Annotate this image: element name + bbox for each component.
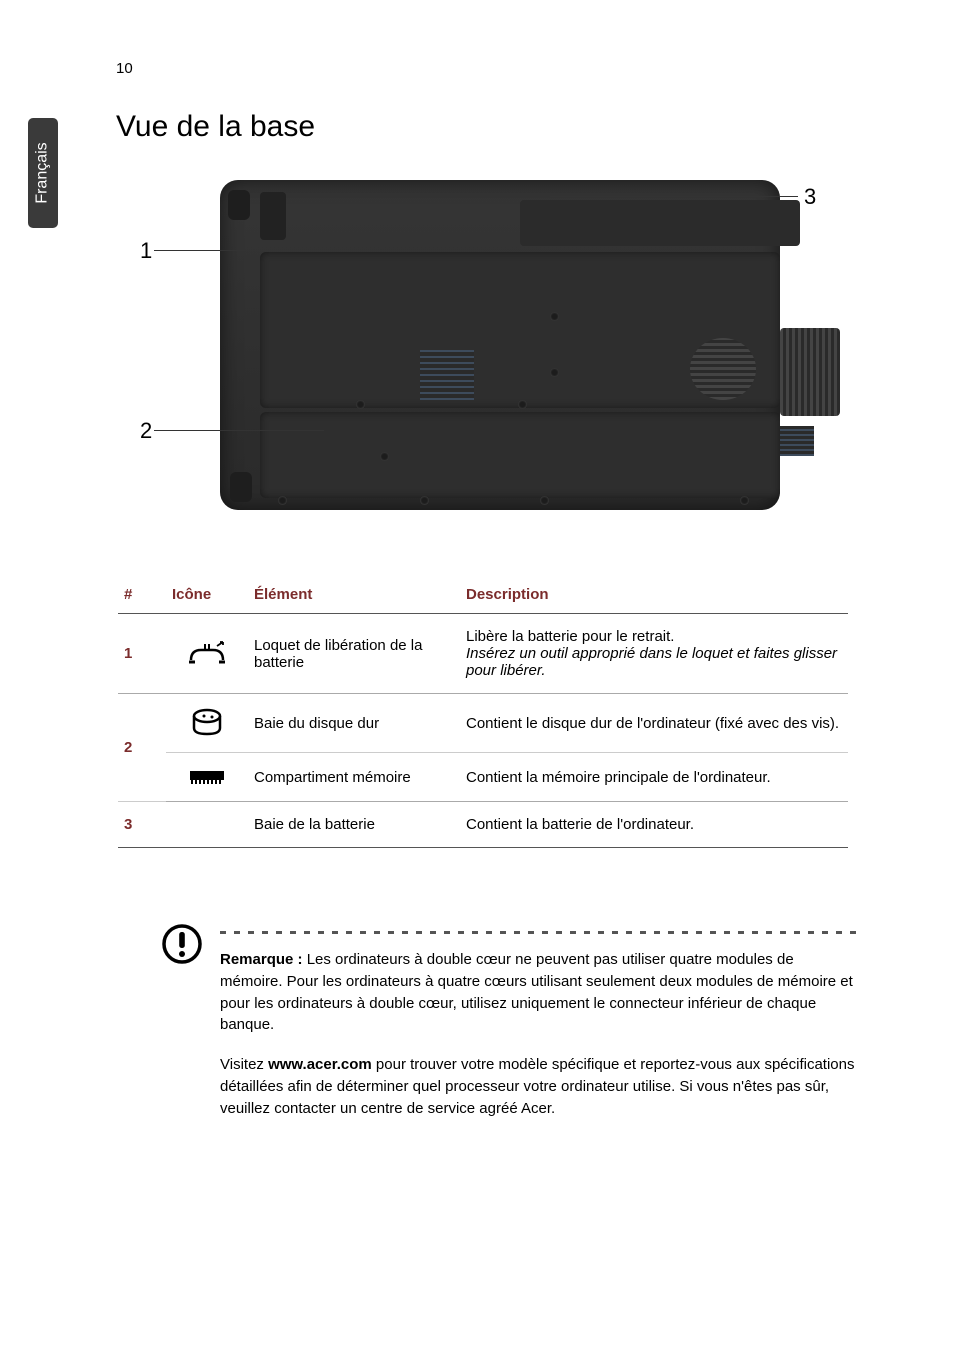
row-desc: Contient la batterie de l'ordinateur. [460,802,848,848]
table-row: Compartiment mémoire Contient la mémoire… [118,753,848,802]
row-element: Compartiment mémoire [248,753,460,802]
row-element: Baie de la batterie [248,802,460,848]
screw [380,452,389,461]
note-text: Visitez [220,1056,268,1073]
battery-release-icon [166,614,248,694]
page: Français 10 Vue de la base [0,0,954,1369]
callout-1: 1 [140,238,152,264]
empty-icon [166,802,248,848]
dash-line [220,930,856,934]
language-tab: Français [28,118,58,228]
table-row: 1 Loquet de libération de la batterie Li… [118,614,848,694]
laptop-base [220,180,780,510]
callout-3: 3 [804,184,816,210]
note-text: Les ordinateurs à double cœur ne peuvent… [220,951,853,1033]
note-label: Remarque : [220,951,303,968]
screw [278,496,287,505]
row-element: Baie du disque dur [248,694,460,753]
components-table: # Icône Élément Description 1 [118,576,848,848]
page-title: Vue de la base [116,110,315,144]
screw [518,400,527,409]
fan-vent [690,338,756,400]
desc-text: Libère la batterie pour le retrait. [466,628,674,645]
battery-bay-region [520,200,800,246]
callout-line [154,250,484,251]
callout-line [550,196,798,197]
screw [550,312,559,321]
row-desc: Contient le disque dur de l'ordinateur (… [460,694,848,753]
th-desc: Description [460,576,848,614]
row-desc: Contient la mémoire principale de l'ordi… [460,753,848,802]
th-icon: Icône [166,576,248,614]
screw [740,496,749,505]
screw [356,400,365,409]
hdd-cover-region [260,252,780,408]
row-num: 2 [118,694,166,802]
note-block: Remarque : Les ordinateurs à double cœur… [220,930,856,1134]
note-paragraph: Visitez www.acer.com pour trouver votre … [220,1054,856,1119]
note-url: www.acer.com [268,1056,372,1073]
language-tab-label: Français [34,142,52,203]
screw [550,368,559,377]
desc-text-italic: Insérez un outil approprié dans le loque… [466,645,837,679]
note-icon [160,922,204,971]
row-num: 1 [118,614,166,694]
screw [420,496,429,505]
th-element: Élément [248,576,460,614]
table-row: 3 Baie de la batterie Contient la batter… [118,802,848,848]
callout-2: 2 [140,418,152,444]
front-foot [260,192,286,240]
row-element: Loquet de libération de la batterie [248,614,460,694]
row-desc: Libère la batterie pour le retrait. Insé… [460,614,848,694]
table-row: 2 Baie du disque dur Contient le disque … [118,694,848,753]
label-block [420,350,474,400]
table: # Icône Élément Description 1 [118,576,848,848]
row-num: 3 [118,802,166,848]
side-vent [780,328,840,416]
table-header-row: # Icône Élément Description [118,576,848,614]
memory-cover-region [260,412,780,498]
th-num: # [118,576,166,614]
page-number: 10 [116,60,133,77]
rubber-foot [228,190,250,220]
screw [540,496,549,505]
note-paragraph: Remarque : Les ordinateurs à double cœur… [220,949,856,1036]
rubber-foot [230,472,252,502]
memory-icon [166,753,248,802]
callout-line [154,430,324,431]
hdd-icon [166,694,248,753]
base-view-figure: 1 2 3 [190,170,830,530]
